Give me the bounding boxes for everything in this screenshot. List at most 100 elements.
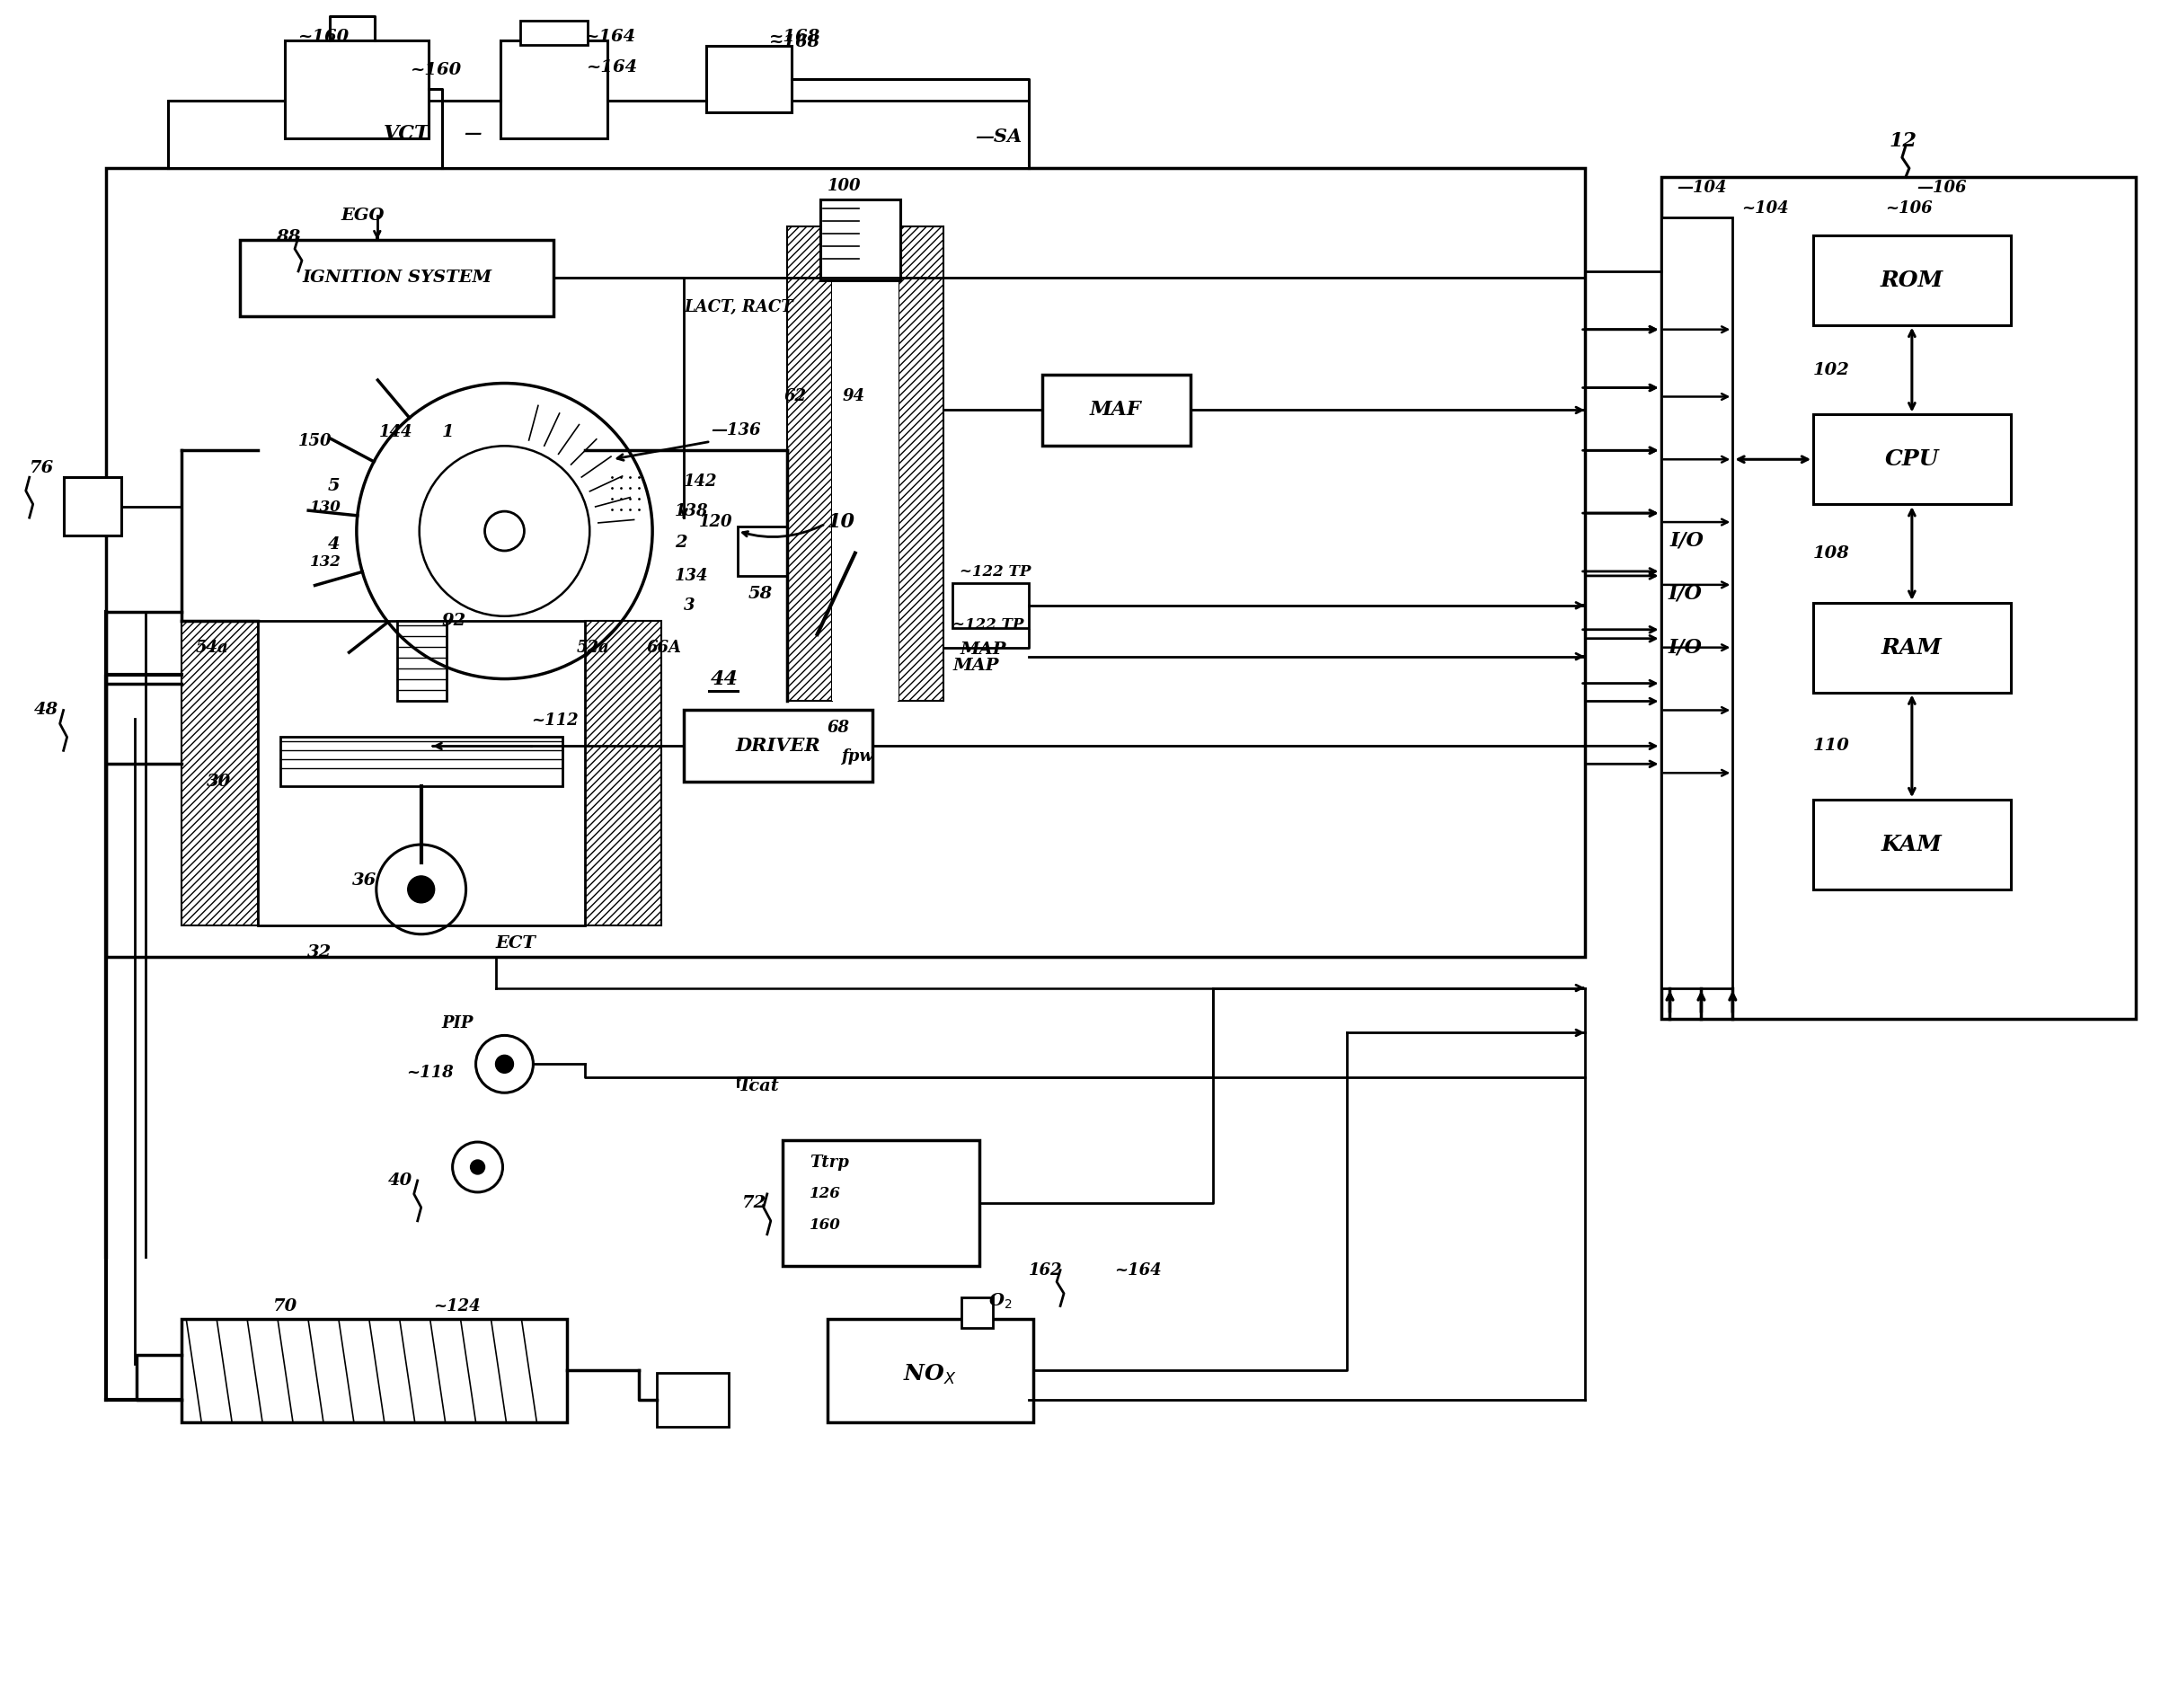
Text: 126: 126 bbox=[809, 1187, 842, 1202]
Bar bbox=[952, 582, 1028, 629]
Text: 160: 160 bbox=[809, 1218, 842, 1233]
Bar bbox=[831, 227, 898, 702]
Bar bbox=[182, 1319, 568, 1423]
Text: ~112: ~112 bbox=[531, 712, 579, 729]
Text: MAP: MAP bbox=[961, 640, 1006, 658]
Text: —106: —106 bbox=[1917, 179, 1967, 196]
Text: 88: 88 bbox=[275, 229, 299, 246]
Bar bbox=[501, 39, 607, 138]
Text: MAP: MAP bbox=[952, 658, 1000, 673]
Text: —: — bbox=[464, 126, 482, 142]
Text: 76: 76 bbox=[30, 459, 54, 477]
Bar bbox=[284, 39, 427, 138]
Text: 130: 130 bbox=[310, 499, 341, 514]
Circle shape bbox=[408, 876, 434, 904]
Text: MAF: MAF bbox=[1091, 400, 1141, 420]
Bar bbox=[182, 620, 258, 926]
Text: 150: 150 bbox=[299, 434, 332, 449]
Text: 120: 120 bbox=[698, 514, 733, 529]
Text: 4: 4 bbox=[328, 536, 341, 553]
Text: 68: 68 bbox=[826, 721, 850, 736]
Text: 132: 132 bbox=[310, 555, 341, 570]
Text: ~104: ~104 bbox=[1742, 200, 1789, 217]
Text: 92: 92 bbox=[442, 613, 466, 629]
Text: ~122 TP: ~122 TP bbox=[961, 565, 1030, 581]
Text: —104: —104 bbox=[1677, 179, 1727, 196]
Text: 144: 144 bbox=[380, 424, 412, 441]
Bar bbox=[898, 227, 944, 702]
Text: 36: 36 bbox=[351, 873, 377, 888]
Text: 30: 30 bbox=[206, 774, 232, 791]
Text: PIP: PIP bbox=[442, 1016, 473, 1032]
Text: ~160: ~160 bbox=[410, 61, 462, 79]
Bar bbox=[1661, 217, 1733, 987]
Text: 12: 12 bbox=[1889, 132, 1917, 152]
Text: 70: 70 bbox=[273, 1298, 297, 1313]
Text: CPU: CPU bbox=[1885, 449, 1939, 470]
Text: 102: 102 bbox=[1813, 362, 1850, 377]
Text: ~164: ~164 bbox=[586, 29, 638, 44]
Text: ~124: ~124 bbox=[434, 1298, 479, 1313]
Text: 66A: 66A bbox=[646, 639, 681, 656]
Text: DRIVER: DRIVER bbox=[735, 738, 820, 755]
Text: —136: —136 bbox=[711, 422, 761, 439]
Text: Tcat: Tcat bbox=[737, 1078, 779, 1095]
Text: 3: 3 bbox=[683, 598, 694, 613]
Bar bbox=[280, 738, 562, 786]
Text: —SA: —SA bbox=[976, 128, 1022, 145]
Text: ~168: ~168 bbox=[770, 34, 820, 50]
Bar bbox=[586, 620, 662, 926]
Text: O$_2$: O$_2$ bbox=[989, 1291, 1013, 1312]
Text: 48: 48 bbox=[35, 702, 59, 719]
Text: ~160: ~160 bbox=[299, 29, 349, 44]
Bar bbox=[820, 200, 900, 280]
Text: 58: 58 bbox=[748, 586, 772, 601]
Text: 32: 32 bbox=[308, 945, 332, 960]
Bar bbox=[258, 620, 586, 926]
Text: IGNITION SYSTEM: IGNITION SYSTEM bbox=[301, 270, 492, 285]
Text: KAM: KAM bbox=[1881, 834, 1943, 856]
Text: NO$_X$: NO$_X$ bbox=[904, 1363, 957, 1387]
Bar bbox=[1813, 799, 2011, 890]
Text: 142: 142 bbox=[683, 473, 718, 490]
Text: ~118: ~118 bbox=[406, 1066, 453, 1081]
Bar bbox=[961, 1296, 993, 1329]
Bar bbox=[1043, 374, 1191, 446]
Text: ECT: ECT bbox=[495, 934, 536, 951]
Bar bbox=[1813, 415, 2011, 504]
Bar bbox=[241, 239, 553, 316]
Circle shape bbox=[471, 1160, 486, 1175]
Text: 138: 138 bbox=[675, 504, 709, 519]
Text: 10: 10 bbox=[826, 512, 855, 531]
Bar bbox=[683, 711, 872, 782]
Text: 44: 44 bbox=[711, 670, 737, 688]
Text: 40: 40 bbox=[388, 1172, 412, 1189]
Text: VCT: VCT bbox=[384, 125, 429, 143]
Bar bbox=[397, 620, 447, 702]
Bar bbox=[826, 1319, 1032, 1423]
Bar bbox=[169, 101, 1028, 167]
Text: 52a: 52a bbox=[577, 639, 609, 656]
Text: 2: 2 bbox=[675, 535, 688, 550]
Bar bbox=[521, 20, 588, 44]
Text: 134: 134 bbox=[675, 567, 709, 584]
Bar bbox=[63, 477, 121, 536]
Bar bbox=[787, 227, 831, 702]
Text: ~122 TP: ~122 TP bbox=[952, 618, 1024, 632]
Text: fpw: fpw bbox=[842, 748, 872, 765]
Bar bbox=[1661, 178, 2136, 1020]
Bar bbox=[737, 526, 787, 576]
Text: 72: 72 bbox=[742, 1196, 766, 1211]
Text: RAM: RAM bbox=[1881, 637, 1943, 658]
Bar bbox=[1813, 603, 2011, 692]
Bar bbox=[783, 1141, 980, 1266]
Bar bbox=[106, 167, 1586, 956]
Text: ~164: ~164 bbox=[1115, 1262, 1160, 1278]
Text: Ttrp: Ttrp bbox=[809, 1155, 848, 1170]
Text: 1: 1 bbox=[442, 424, 453, 441]
Bar bbox=[1813, 236, 2011, 325]
Bar bbox=[707, 46, 792, 113]
Text: 100: 100 bbox=[826, 178, 861, 195]
Text: 110: 110 bbox=[1813, 738, 1850, 755]
Text: ~164: ~164 bbox=[588, 58, 638, 75]
